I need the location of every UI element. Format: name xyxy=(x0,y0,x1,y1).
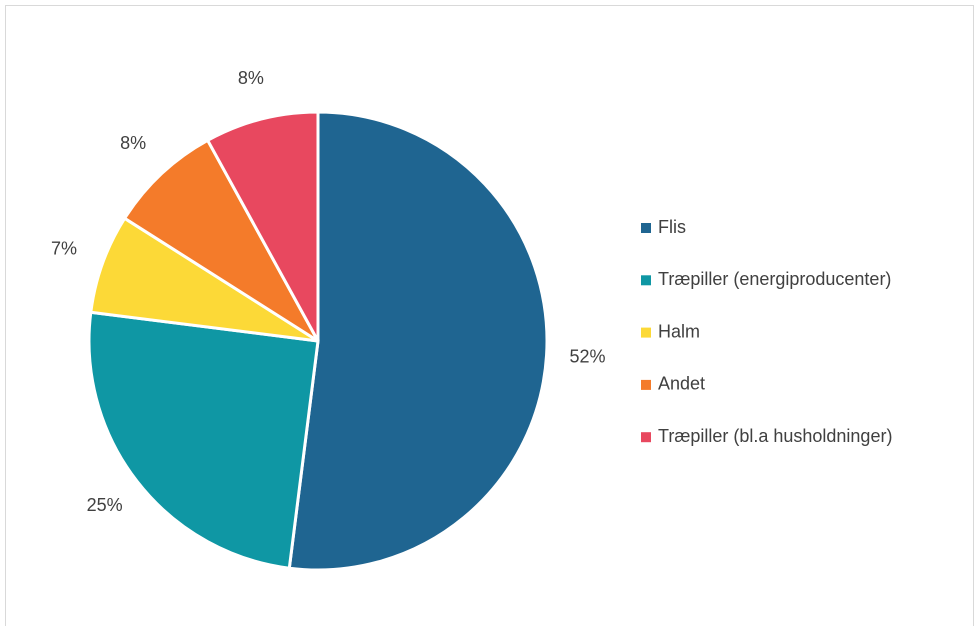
data-label: 8% xyxy=(238,68,264,88)
legend-swatch xyxy=(641,432,651,443)
pie-slice xyxy=(122,138,320,343)
pie-slice xyxy=(205,110,320,342)
data-label: 7% xyxy=(51,238,77,258)
legend-label: Andet xyxy=(658,374,705,394)
pie-slice xyxy=(287,110,549,572)
legend-label: Flis xyxy=(658,217,686,237)
legend-label: Halm xyxy=(658,321,700,341)
legend-label: Træpiller (bl.a husholdninger) xyxy=(658,426,892,446)
legend-swatch xyxy=(641,275,651,286)
legend-swatch xyxy=(641,327,651,338)
legend-swatch xyxy=(641,223,651,233)
legend-swatch xyxy=(641,379,651,390)
legend-label: Træpiller (energiproducenter) xyxy=(658,269,891,289)
data-label: 8% xyxy=(120,133,146,153)
data-label: 52% xyxy=(569,347,605,367)
pie-slice xyxy=(87,310,320,570)
data-label: 25% xyxy=(87,495,123,515)
